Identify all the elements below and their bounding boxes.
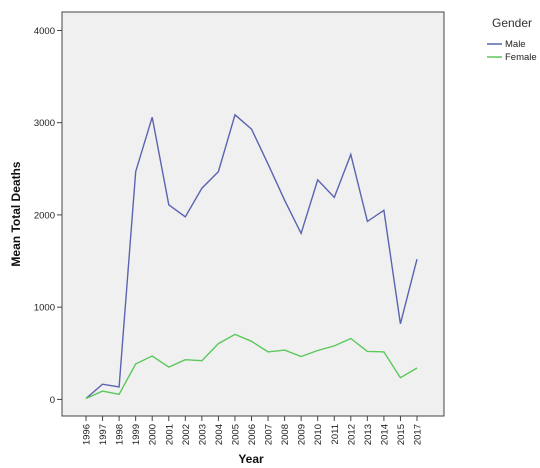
y-axis: 0 1000 2000 3000 4000 — [34, 26, 62, 406]
x-tick-label: 2013 — [363, 424, 374, 445]
x-tick-label: 2011 — [330, 424, 341, 444]
legend-title: Gender — [492, 16, 532, 30]
x-tick-label: 2014 — [379, 424, 390, 445]
x-tick-label: 1997 — [98, 424, 109, 445]
x-tick-label: 2008 — [280, 424, 291, 445]
x-tick-label: 2000 — [148, 424, 159, 445]
x-tick-label: 2002 — [181, 424, 192, 445]
x-tick-label: 2001 — [164, 424, 175, 445]
legend: Gender Male Female — [487, 16, 537, 63]
y-axis-title: Mean Total Deaths — [9, 161, 23, 266]
x-tick-label: 2012 — [346, 424, 357, 445]
x-axis-title: Year — [238, 452, 264, 466]
y-tick-label: 2000 — [34, 210, 55, 221]
x-tick-label: 1999 — [131, 424, 142, 445]
x-tick-label: 2007 — [264, 424, 275, 445]
plot-area — [61, 11, 445, 417]
y-tick-label: 1000 — [34, 303, 55, 314]
legend-label-female: Female — [505, 52, 537, 63]
x-tick-label: 2004 — [214, 424, 225, 445]
y-tick-label: 4000 — [34, 26, 55, 37]
x-tick-label: 2010 — [313, 424, 324, 445]
x-tick-label: 2009 — [297, 424, 308, 445]
x-tick-label: 1996 — [82, 424, 93, 445]
x-tick-label: 2017 — [413, 424, 424, 445]
y-tick-label: 0 — [50, 395, 55, 406]
series-line-female — [85, 333, 418, 400]
x-tick-label: 1998 — [115, 424, 126, 445]
x-tick-label: 2006 — [247, 424, 258, 445]
x-axis: 1996 1997 1998 1999 2000 2001 2002 2003 2004 2005… — [82, 416, 424, 445]
x-tick-label: 2003 — [197, 424, 208, 445]
x-tick-label: 2015 — [396, 424, 407, 445]
legend-label-male: Male — [505, 39, 526, 50]
x-tick-label: 2005 — [230, 424, 241, 445]
y-tick-label: 3000 — [34, 118, 55, 129]
series-layer — [85, 113, 418, 400]
series-line-male — [85, 113, 418, 400]
